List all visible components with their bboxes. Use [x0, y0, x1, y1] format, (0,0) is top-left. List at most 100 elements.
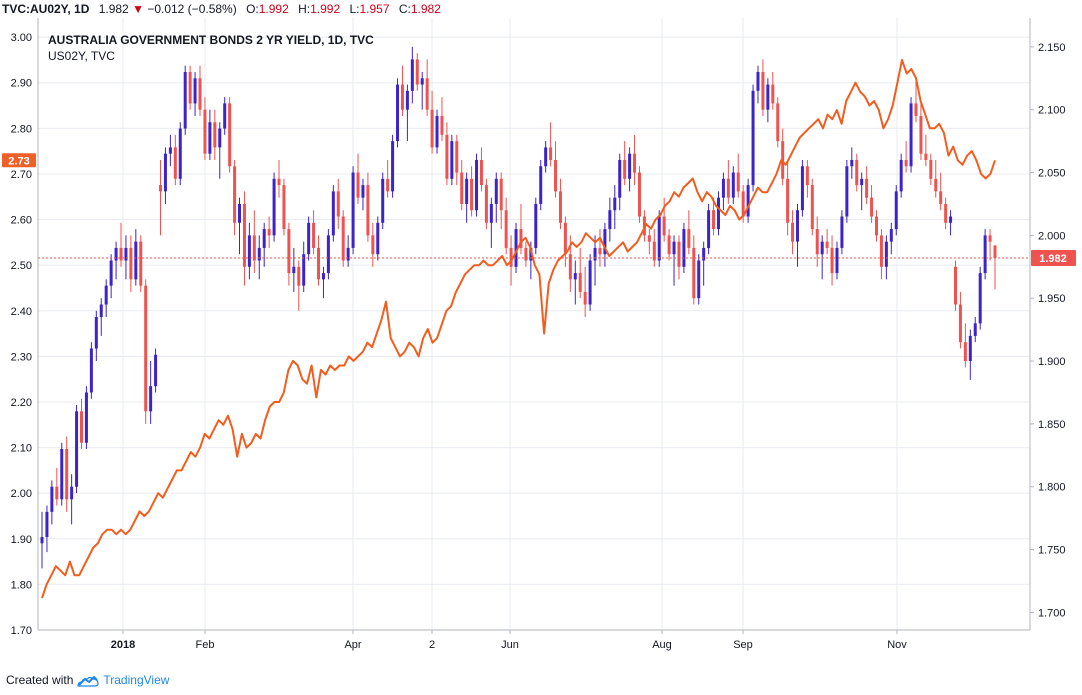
candle-body	[593, 247, 597, 261]
candle-body	[450, 141, 454, 179]
candle	[988, 229, 992, 261]
candle	[958, 291, 962, 349]
candle-body	[356, 172, 360, 198]
symbol-label[interactable]: TVC:AU02Y, 1D	[2, 2, 90, 16]
candle-body	[124, 247, 128, 261]
candle-body	[514, 229, 518, 267]
candle	[879, 229, 883, 280]
candle	[637, 166, 641, 223]
candle-body	[312, 222, 316, 248]
candle-body	[776, 103, 780, 142]
candle	[50, 480, 54, 525]
candle-body	[509, 247, 513, 267]
candle-body	[104, 285, 108, 305]
candle-body	[825, 241, 829, 248]
candle-body	[761, 71, 765, 110]
candle-body	[845, 166, 849, 217]
candle	[633, 134, 637, 186]
candle-body	[139, 241, 143, 286]
candle	[208, 109, 212, 160]
candle-body	[677, 241, 681, 267]
candle	[613, 185, 617, 230]
candle	[144, 279, 148, 424]
tradingview-cloud-icon[interactable]	[77, 674, 99, 688]
left-tick-label: 2.20	[11, 397, 32, 409]
candle-body	[302, 254, 306, 286]
candle-body	[80, 411, 84, 443]
candle-body	[568, 254, 572, 280]
candle-body	[430, 109, 434, 148]
candle-body	[519, 229, 523, 248]
right-tick-label: 1.950	[1038, 293, 1066, 305]
right-axis: 2.150 2.100 2.050 2.000 1.950 1.900 1.850 1.800…	[1030, 42, 1066, 619]
candle	[583, 266, 587, 318]
candle	[870, 185, 874, 223]
candle-body	[771, 84, 775, 104]
candle-body	[588, 260, 592, 305]
candle	[554, 141, 558, 198]
candle-body	[865, 178, 869, 198]
candle-body	[914, 103, 918, 116]
price-chart[interactable]: 3.00 2.90 2.80 2.70 2.60 2.50 2.40 2.30 2.20 2.10…	[0, 18, 1082, 666]
candle	[173, 134, 177, 186]
candle	[840, 210, 844, 255]
candle-body	[800, 166, 804, 211]
candle	[751, 84, 755, 192]
right-badge-value: 1.982	[1039, 253, 1067, 265]
candle-body	[682, 229, 686, 267]
candle	[134, 229, 138, 286]
candle	[223, 97, 227, 135]
candle	[94, 310, 98, 362]
candle-body	[746, 185, 750, 217]
candle-body	[489, 203, 493, 223]
candle-body	[899, 159, 903, 192]
candle-body	[499, 178, 503, 211]
candle	[272, 172, 276, 242]
candle-body	[791, 222, 795, 242]
right-tick-label: 2.150	[1038, 42, 1066, 54]
tradingview-brand-link[interactable]: TradingView	[103, 673, 170, 687]
candle-body	[198, 78, 202, 110]
candle-body	[978, 273, 982, 324]
candle-body	[341, 216, 345, 261]
candle-body	[781, 141, 785, 179]
candle-body	[183, 71, 187, 129]
candle	[598, 229, 602, 267]
us02y-line-group	[41, 58, 996, 599]
candle	[149, 361, 153, 424]
candle	[524, 241, 528, 267]
candle	[178, 122, 182, 186]
candle-body	[410, 59, 414, 91]
candle	[317, 235, 321, 286]
candle-body	[578, 273, 582, 292]
candle	[815, 216, 819, 267]
candle	[667, 229, 671, 261]
candle	[440, 97, 444, 142]
candle-body	[168, 147, 172, 154]
candle-body	[628, 153, 632, 179]
axis-frame	[37, 18, 1031, 631]
candle-body	[282, 185, 286, 230]
candle-body	[534, 203, 538, 248]
candle	[865, 166, 869, 204]
candle	[203, 97, 207, 160]
candle	[820, 235, 824, 280]
low-value: 1.957	[359, 2, 390, 16]
candle	[771, 71, 775, 110]
candle	[944, 197, 948, 230]
x-tick-label: 2018	[111, 639, 135, 651]
candle-body	[850, 159, 854, 167]
candle	[499, 172, 503, 230]
candle-body	[968, 335, 972, 362]
candle-body	[623, 159, 627, 179]
right-axis-badge: 1.982	[1031, 249, 1076, 266]
candle-body	[973, 323, 977, 336]
candle-body	[919, 115, 923, 154]
candle-body	[726, 178, 730, 198]
last-price: 1.982	[98, 2, 129, 16]
candle	[805, 159, 809, 198]
candle	[939, 172, 943, 211]
candle	[445, 122, 449, 186]
candle-body	[707, 210, 711, 248]
candle	[60, 442, 64, 506]
